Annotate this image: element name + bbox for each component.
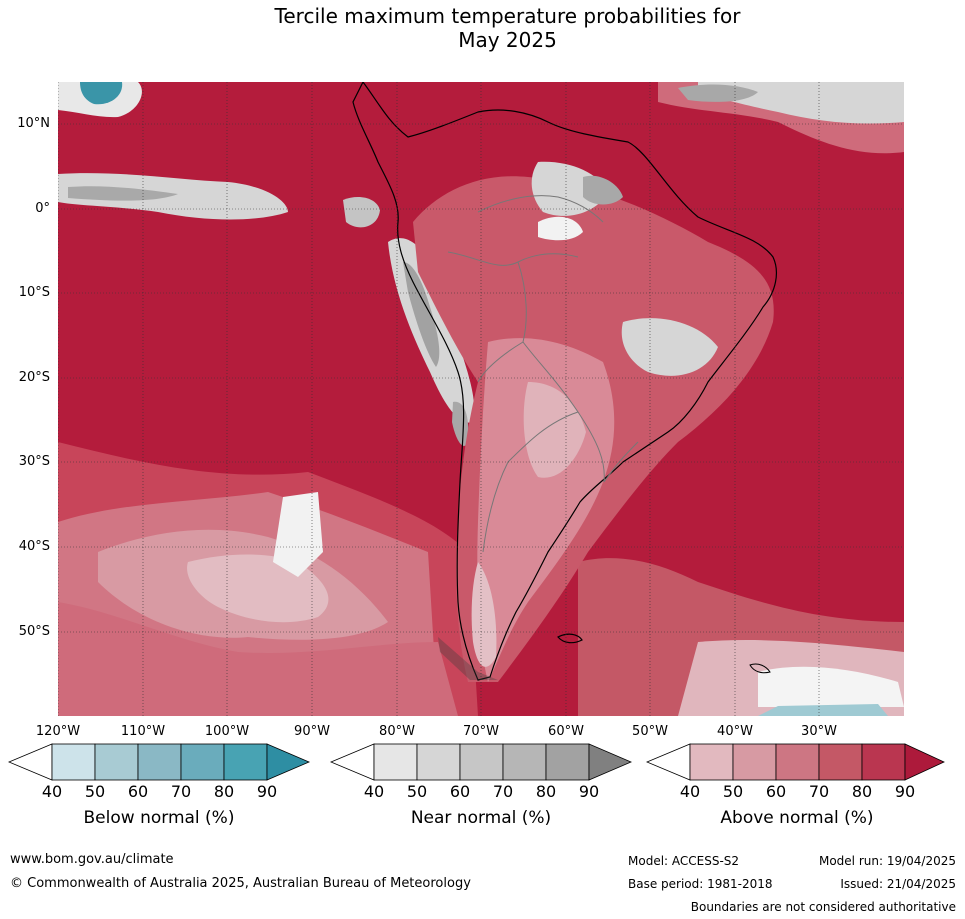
lon-label-50w: 50°W [632, 724, 668, 739]
lon-label-100w: 100°W [204, 724, 250, 739]
below-tick-60: 60 [127, 782, 149, 801]
below-tick-70: 70 [170, 782, 192, 801]
below-swatch-0 [8, 743, 53, 781]
near-tick-80: 80 [535, 782, 557, 801]
colorbar-below-normal [8, 743, 310, 781]
above-swatch-5 [861, 743, 906, 781]
near-tick-60: 60 [449, 782, 471, 801]
below-tick-50: 50 [84, 782, 106, 801]
lat-label-0: 0° [35, 201, 50, 216]
below-swatch-3 [137, 743, 182, 781]
near-tick-40: 40 [363, 782, 385, 801]
lon-label-30w: 30°W [801, 724, 837, 739]
below-normal-patch-south [758, 704, 888, 716]
below-tick-40: 40 [41, 782, 63, 801]
lat-label-20s: 20°S [18, 370, 50, 385]
chile-fjords [438, 637, 498, 680]
above-tick-80: 80 [851, 782, 873, 801]
equatorial-near-dark [68, 186, 178, 201]
issued-text: Issued: 21/04/2025 [840, 877, 956, 891]
lat-label-10s: 10°S [18, 285, 50, 300]
model-text: Model: ACCESS-S2 [628, 854, 740, 868]
near-swatch-1 [373, 743, 418, 781]
near-tick-70: 70 [492, 782, 514, 801]
above-tick-90: 90 [894, 782, 916, 801]
chile-coast-near [452, 401, 469, 446]
near-normal-patch-pacific [273, 492, 323, 577]
equatorial-near-band [58, 173, 288, 220]
below-swatch-6 [266, 743, 310, 781]
above-tick-70: 70 [808, 782, 830, 801]
near-tick-90: 90 [578, 782, 600, 801]
colorbar-near-normal [330, 743, 632, 781]
near-swatch-6 [588, 743, 632, 781]
graticule [58, 82, 904, 716]
andes-near-dark [403, 262, 440, 367]
model-run-text: Model run: 19/04/2025 [818, 854, 956, 868]
above-swatch-0 [646, 743, 691, 781]
above-swatch-3 [775, 743, 820, 781]
below-swatch-2 [94, 743, 139, 781]
website-link[interactable]: www.bom.gov.au/climate [10, 852, 174, 867]
colorbar-below-label: Below normal (%) [83, 808, 235, 828]
copyright-text: © Commonwealth of Australia 2025, Austra… [10, 876, 471, 891]
above-tick-50: 50 [722, 782, 744, 801]
patagonia-pale [471, 562, 497, 667]
above-swatch-2 [732, 743, 777, 781]
above-tick-60: 60 [765, 782, 787, 801]
amazon-near-patch [531, 161, 608, 216]
below-swatch-5 [223, 743, 268, 781]
continent-coastline [352, 82, 777, 681]
falkland-islands [557, 633, 583, 644]
lon-label-110w: 110°W [120, 724, 166, 739]
south-atlantic-near-patch [758, 666, 904, 707]
near-swatch-5 [545, 743, 590, 781]
below-tick-90: 90 [256, 782, 278, 801]
amazon-pale-patch [538, 216, 583, 241]
galapagos-near-patch [343, 197, 380, 228]
disclaimer-text: Boundaries are not considered authoritat… [690, 900, 956, 914]
amazon-near-dark [583, 175, 623, 205]
below-swatch-1 [51, 743, 96, 781]
lon-label-80w: 80°W [379, 724, 415, 739]
base-period-text: Base period: 1981-2018 [628, 877, 773, 891]
colorbar-above-label: Above normal (%) [720, 808, 874, 828]
map-title: Tercile maximum temperature probabilitie… [0, 4, 965, 52]
title-line-2: May 2025 [458, 28, 557, 52]
brazil-near-patch [621, 318, 718, 376]
lon-label-90w: 90°W [294, 724, 330, 739]
north-atlantic-near-dark [678, 84, 758, 102]
below-swatch-4 [180, 743, 225, 781]
lon-label-60w: 60°W [548, 724, 584, 739]
colorbar-above-normal [646, 743, 945, 781]
lat-label-40s: 40°S [18, 539, 50, 554]
lat-label-30s: 30°S [18, 454, 50, 469]
title-line-1: Tercile maximum temperature probabilitie… [274, 4, 741, 28]
near-swatch-2 [416, 743, 461, 781]
above-swatch-4 [818, 743, 863, 781]
above-swatch-1 [689, 743, 734, 781]
south-west-mid [58, 602, 458, 716]
above-tick-40: 40 [679, 782, 701, 801]
lon-label-70w: 70°W [463, 724, 499, 739]
near-tick-50: 50 [406, 782, 428, 801]
lon-label-120w: 120°W [35, 724, 81, 739]
near-swatch-3 [459, 743, 504, 781]
lat-label-10n: 10°N [17, 116, 50, 131]
lon-label-40w: 40°W [717, 724, 753, 739]
below-normal-patch-north [80, 82, 123, 105]
colorbar-near-label: Near normal (%) [410, 808, 552, 828]
chaco-pale [523, 382, 586, 478]
near-swatch-4 [502, 743, 547, 781]
lat-label-50s: 50°S [18, 624, 50, 639]
above-swatch-6 [904, 743, 945, 781]
near-swatch-0 [330, 743, 375, 781]
south-georgia [749, 663, 771, 674]
below-tick-80: 80 [213, 782, 235, 801]
probability-map [58, 82, 904, 716]
